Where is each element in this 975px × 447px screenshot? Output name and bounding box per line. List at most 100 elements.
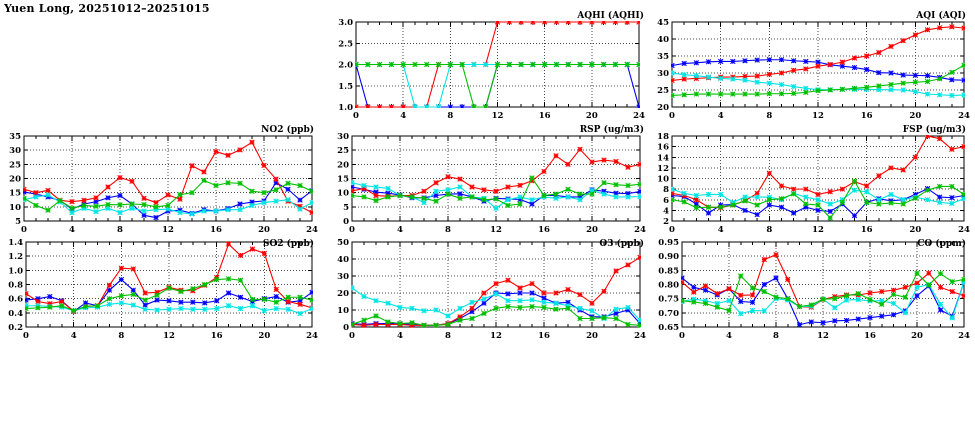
panel-rsp: RSP (ug/m3) 0 5 10 15 20 25 30 0 4 8 12 16 20 24 [330,124,650,246]
y-tick-label: 1.0 [8,266,23,276]
x-tick-label: 20 [911,331,923,341]
panel-fsp: FSP (ug/m3) 2 4 6 8 10 12 14 16 18 0 4 8 12 16 20 24 [652,124,972,246]
x-tick-label: 8 [766,111,772,121]
x-tick-label: 12 [490,331,502,341]
x-tick-label: 20 [586,225,598,235]
y-tick-label: 35 [657,52,669,62]
x-tick-label: 0 [669,111,675,121]
x-tick-label: 24 [634,331,646,341]
y-tick-label: 40 [337,255,349,265]
x-tick-label: 16 [864,331,876,341]
x-tick-label: 20 [258,331,270,341]
y-tick-label: 30 [657,69,669,79]
x-tick-label: 24 [958,225,970,235]
y-tick-label: 0.4 [8,309,23,319]
y-tick-label: 20 [9,175,21,185]
y-tick-label: 0 [343,323,349,333]
page-title: Yuen Long, 20251012–20251015 [4,2,210,15]
x-tick-label: 0 [679,331,685,341]
y-tick-label: 15 [9,189,21,199]
y-tick-label: 0.85 [658,266,679,276]
y-tick-label: 30 [9,146,21,156]
y-tick-label: 0.90 [658,252,679,262]
chart-aqi: AQI (AQI) 20 25 30 35 40 45 0 4 8 12 16 20 24 [657,10,970,121]
y-tick-label: 2.0 [338,61,353,71]
panel-co: CO (ppm) 0.65 0.70 0.75 0.80 0.85 0.90 0.95 0 4 8 1… [652,238,972,350]
y-tick-label: 0.6 [8,295,23,305]
y-tick-label: 16 [657,143,669,153]
y-tick-label: 45 [657,18,669,28]
panel-title: O3 (ppb) [599,238,644,249]
panel-so2: SO2 (ppb)0.20.40.60.81.01.21.40481216202… [0,238,320,350]
x-tick-label: 8 [447,111,453,121]
x-tick-label: 8 [766,225,772,235]
y-tick-label: 6 [663,196,669,206]
y-tick-label: 40 [657,35,669,45]
series-series1 [23,180,313,221]
x-tick-label: 0 [353,111,359,121]
y-tick-label: 0.95 [658,238,679,248]
panel-title: NO2 (ppb) [261,124,314,135]
y-tick-label: 10 [657,175,669,185]
x-tick-label: 16 [538,331,550,341]
y-tick-label: 20 [337,160,349,170]
y-tick-label: 10 [337,306,349,316]
y-tick-label: 20 [337,289,349,299]
x-tick-label: 0 [349,331,355,341]
chart-rsp: RSP (ug/m3) 0 5 10 15 20 25 30 0 4 8 12 16 20 24 [337,124,646,235]
y-tick-label: 2 [663,217,669,227]
series-series4 [671,62,965,99]
y-tick-label: 0 [343,217,349,227]
y-tick-label: 30 [337,132,349,142]
x-tick-label: 4 [718,225,724,235]
x-tick-label: 12 [492,111,504,121]
y-tick-label: 25 [337,146,349,156]
series-series1 [671,57,965,83]
y-tick-label: 0.8 [8,281,23,291]
x-tick-label: 12 [163,331,175,341]
y-tick-label: 12 [657,164,669,174]
x-tick-label: 8 [117,225,123,235]
x-tick-label: 8 [118,331,124,341]
x-tick-label: 16 [539,111,551,121]
x-tick-label: 12 [162,225,174,235]
y-tick-label: 25 [9,160,21,170]
y-tick-label: 3.0 [338,18,353,28]
x-tick-label: 4 [397,225,403,235]
x-tick-label: 0 [21,225,27,235]
x-tick-label: 20 [586,111,598,121]
series-series2 [355,21,640,108]
x-tick-label: 24 [633,111,645,121]
y-tick-label: 1.0 [338,103,353,113]
x-tick-label: 8 [773,331,779,341]
x-tick-label: 4 [397,331,403,341]
panel-empty [0,12,325,130]
series-series4 [351,303,641,328]
x-tick-label: 24 [958,331,970,341]
y-tick-label: 0.75 [658,295,679,305]
series-series4 [23,177,313,213]
x-tick-label: 0 [23,331,29,341]
x-tick-label: 24 [306,225,318,235]
x-tick-label: 20 [909,111,921,121]
x-tick-label: 12 [812,225,824,235]
y-tick-label: 14 [657,153,669,163]
y-tick-label: 5 [343,203,349,213]
series-series2 [671,24,965,84]
y-tick-label: 1.2 [8,252,23,262]
panel-title: CO (ppm) [917,238,966,249]
y-tick-label: 35 [9,132,21,142]
series-series4 [351,175,641,209]
x-tick-label: 12 [812,111,824,121]
y-tick-label: 30 [337,272,349,282]
panel-title: AQHI (AQHI) [576,10,644,21]
y-tick-label: 25 [657,86,669,96]
x-tick-label: 8 [445,225,451,235]
x-tick-label: 4 [71,331,77,341]
panel-o3: O3 (ppb) 0 10 20 30 40 50 0 4 8 12 16 20 24 [330,238,650,350]
y-tick-label: 0.80 [658,281,679,291]
y-tick-label: 20 [657,103,669,113]
y-tick-label: 10 [9,203,21,213]
x-tick-label: 16 [211,331,223,341]
